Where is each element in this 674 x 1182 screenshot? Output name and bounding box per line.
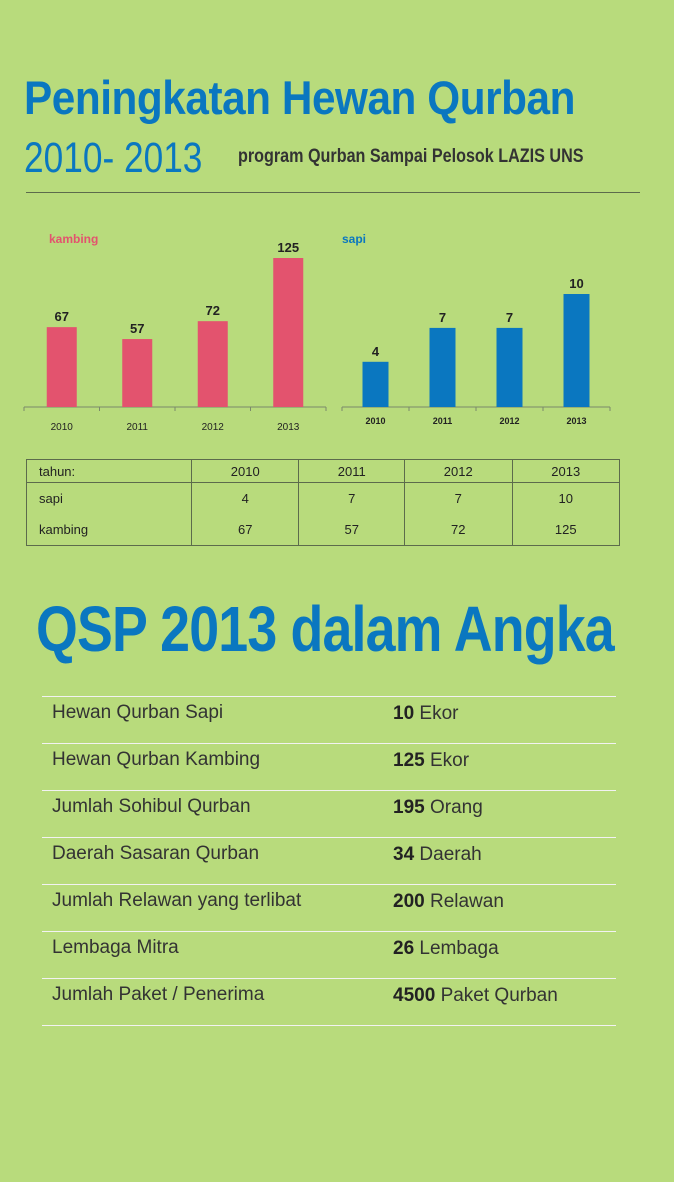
stat-row: Hewan Qurban Kambing 125 Ekor — [42, 744, 616, 791]
table-row: kambing 67 57 72 125 — [26, 514, 620, 546]
stat-row: Jumlah Paket / Penerima 4500 Paket Qurba… — [42, 979, 616, 1026]
stat-number: 195 — [393, 797, 425, 818]
table-cell: 125 — [511, 514, 620, 546]
x-tick-label: 2012 — [499, 416, 519, 426]
x-tick-label: 2012 — [202, 422, 225, 433]
table-cell: 7 — [404, 482, 513, 514]
bar — [46, 327, 77, 407]
bar — [122, 339, 153, 407]
bar-value-label: 10 — [569, 276, 583, 291]
table-row: sapi 4 7 7 10 — [26, 482, 620, 514]
bar-value-label: 125 — [277, 240, 299, 255]
stats-list: Hewan Qurban Sapi 10 Ekor Hewan Qurban K… — [42, 696, 616, 1026]
bar — [197, 321, 228, 407]
header-divider — [26, 192, 640, 193]
bar — [563, 294, 590, 407]
stat-value: 26 Lembaga — [393, 938, 499, 960]
stat-label: Jumlah Paket / Penerima — [52, 984, 265, 1005]
bar-value-label: 7 — [506, 310, 513, 325]
stat-number: 125 — [393, 750, 425, 771]
stat-label: Jumlah Sohibul Qurban — [52, 796, 251, 817]
x-tick-label: 2013 — [566, 416, 586, 426]
stat-value: 4500 Paket Qurban — [393, 985, 558, 1007]
page-title: Peningkatan Hewan Qurban — [24, 71, 575, 124]
table-cell: 7 — [298, 482, 406, 514]
stat-unit: Paket Qurban — [440, 985, 558, 1006]
stat-label: Jumlah Relawan yang terlibat — [52, 890, 302, 911]
page-subtitle: program Qurban Sampai Pelosok LAZIS UNS — [238, 146, 584, 167]
stat-row: Jumlah Relawan yang terlibat 200 Relawan — [42, 885, 616, 932]
x-tick-label: 2013 — [277, 422, 300, 433]
x-tick-label: 2010 — [365, 416, 385, 426]
stat-row: Hewan Qurban Sapi 10 Ekor — [42, 696, 616, 744]
stat-value: 34 Daerah — [393, 844, 482, 866]
sapi-bar-chart: sapi 4 2010 7 2011 7 2012 10 2013 — [341, 232, 611, 426]
stat-row: Jumlah Sohibul Qurban 195 Orang — [42, 791, 616, 838]
year-range: 2010- 2013 — [24, 134, 203, 182]
chart-title: kambing — [49, 232, 98, 246]
stat-number: 10 — [393, 703, 415, 724]
bar — [362, 361, 389, 407]
x-tick-label: 2011 — [126, 422, 148, 433]
bar-value-label: 7 — [439, 310, 446, 325]
bar-value-label: 57 — [130, 321, 144, 336]
stat-row: Daerah Sasaran Qurban 34 Daerah — [42, 838, 616, 885]
table-cell: 67 — [190, 514, 300, 546]
stat-label: Lembaga Mitra — [52, 937, 179, 958]
x-tick-label: 2010 — [51, 422, 74, 433]
stat-unit: Lembaga — [419, 938, 499, 959]
table-header-cell: 2012 — [404, 459, 513, 483]
stat-value: 10 Ekor — [393, 703, 459, 725]
bar — [429, 327, 456, 407]
bar-value-label: 4 — [372, 344, 380, 359]
stat-unit: Daerah — [419, 844, 482, 865]
stat-value: 195 Orang — [393, 797, 483, 819]
bar — [273, 258, 304, 407]
kambing-bar-chart: kambing 67 2010 57 2011 72 2012 125 2013 — [23, 232, 327, 433]
table-cell: 57 — [298, 514, 406, 546]
stat-value: 200 Relawan — [393, 891, 504, 913]
table-cell: 72 — [404, 514, 513, 546]
stat-label: Hewan Qurban Sapi — [52, 702, 224, 723]
table-header-cell: tahun: — [26, 459, 192, 483]
data-table: tahun: 2010 2011 2012 2013 sapi 4 7 7 10… — [26, 459, 620, 546]
table-header-row: tahun: 2010 2011 2012 2013 — [26, 459, 620, 483]
stat-unit: Relawan — [429, 891, 504, 912]
stat-number: 26 — [393, 938, 415, 959]
stat-unit: Orang — [429, 797, 483, 818]
stats-heading: QSP 2013 dalam Angka — [36, 593, 615, 665]
table-header-cell: 2013 — [511, 459, 620, 483]
stat-number: 4500 — [393, 985, 436, 1006]
x-tick-label: 2011 — [433, 416, 453, 426]
stat-value: 125 Ekor — [393, 750, 469, 772]
stat-number: 34 — [393, 844, 415, 865]
stat-row: Lembaga Mitra 26 Lembaga — [42, 932, 616, 979]
chart-title: sapi — [342, 232, 366, 246]
bar-value-label: 67 — [55, 309, 69, 324]
table-cell: 10 — [511, 482, 620, 514]
stat-unit: Ekor — [419, 703, 459, 724]
bar-value-label: 72 — [206, 303, 220, 318]
table-header-cell: 2011 — [298, 459, 406, 483]
table-header-cell: 2010 — [190, 459, 300, 483]
stat-label: Hewan Qurban Kambing — [52, 749, 261, 770]
table-cell: 4 — [190, 482, 300, 514]
stat-number: 200 — [393, 891, 425, 912]
bar — [496, 327, 523, 407]
stat-unit: Ekor — [429, 750, 470, 771]
table-cell: kambing — [26, 514, 192, 546]
table-cell: sapi — [26, 482, 192, 514]
stat-label: Daerah Sasaran Qurban — [52, 843, 260, 864]
